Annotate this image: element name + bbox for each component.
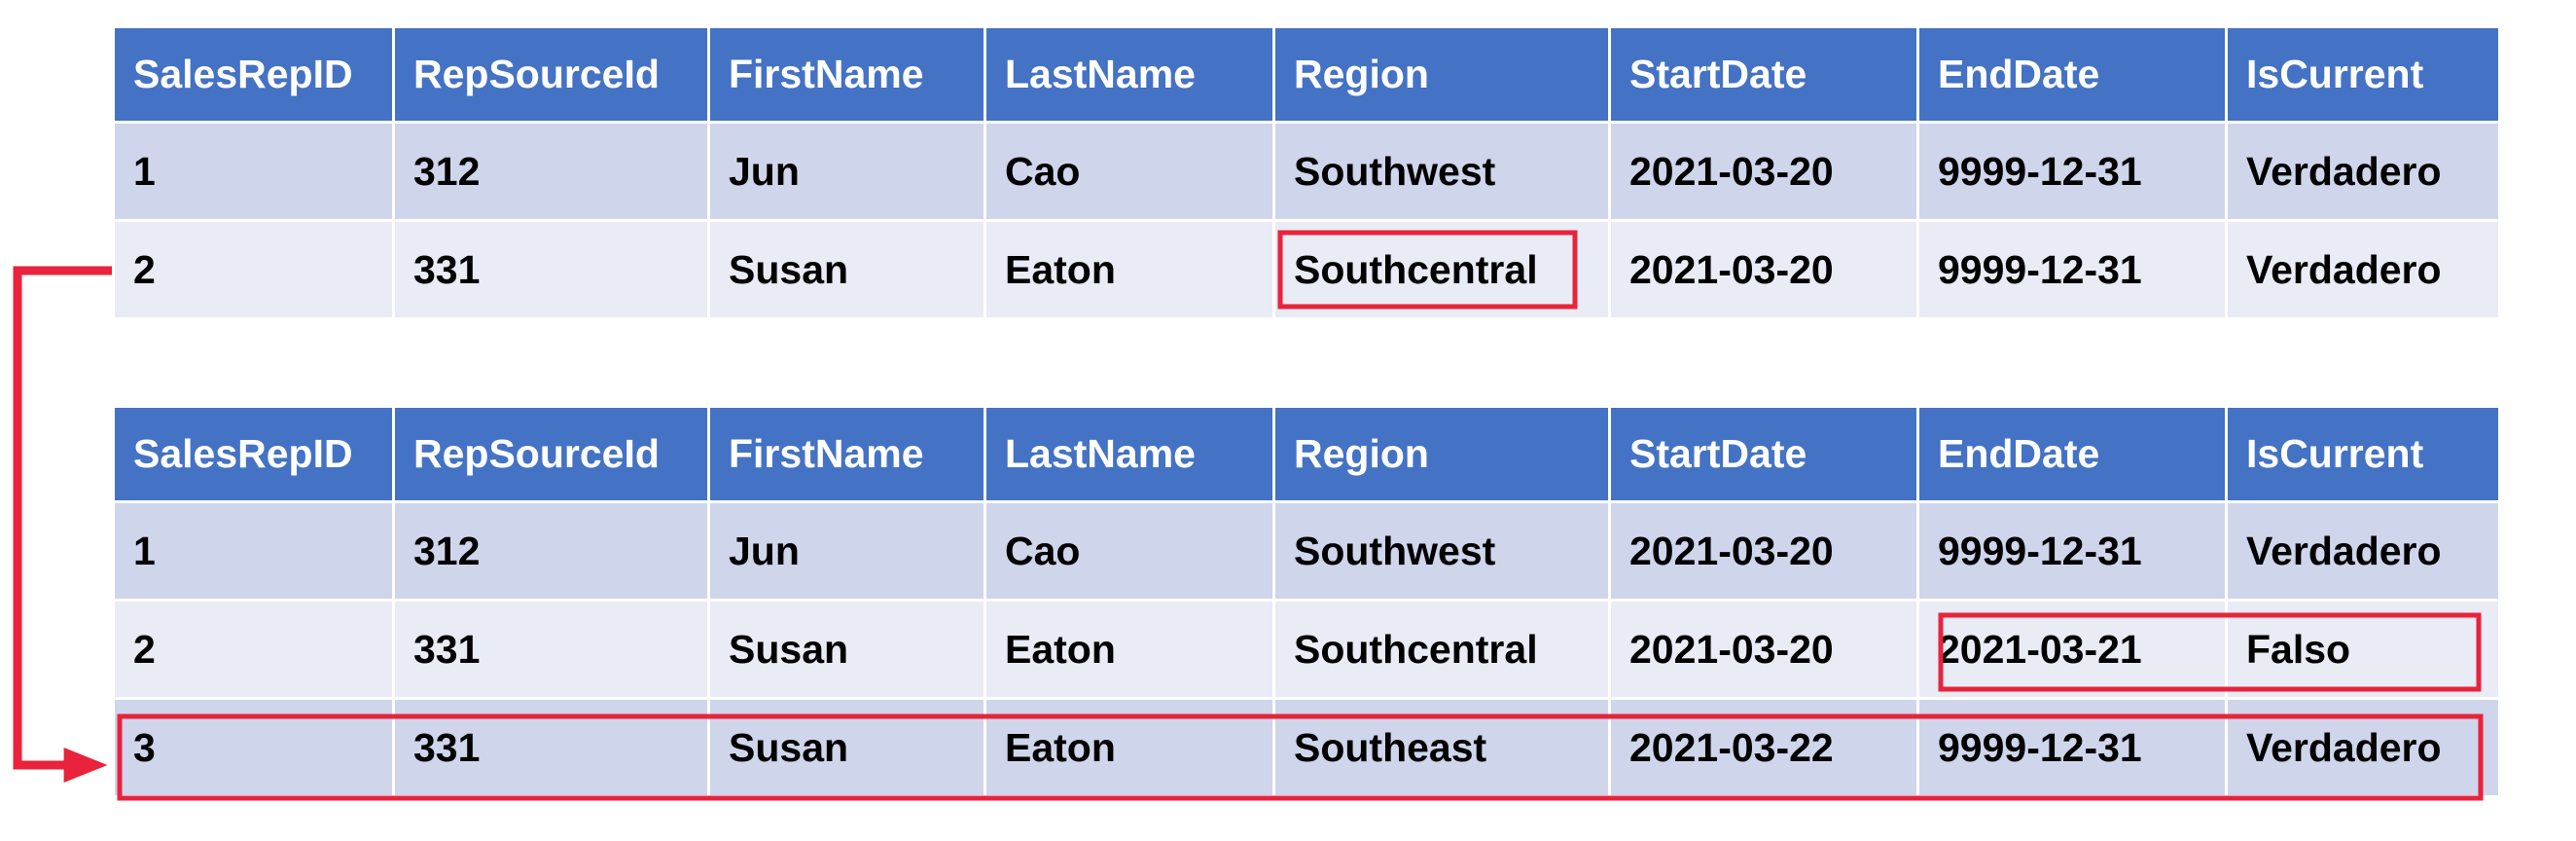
cell-firstname: Jun — [710, 503, 984, 599]
after-table: SalesRepID RepSourceId FirstName LastNam… — [112, 405, 2501, 798]
col-header-firstname: FirstName — [710, 28, 984, 121]
header-row: SalesRepID RepSourceId FirstName LastNam… — [115, 28, 2498, 121]
cell-firstname: Susan — [710, 222, 984, 317]
cell-iscurrent: Verdadero — [2228, 124, 2498, 219]
before-table: SalesRepID RepSourceId FirstName LastNam… — [112, 25, 2501, 320]
col-header-startdate: StartDate — [1611, 28, 1916, 121]
cell-startdate: 2021-03-20 — [1611, 602, 1916, 697]
table-row: 1 312 Jun Cao Southwest 2021-03-20 9999-… — [115, 503, 2498, 599]
cell-startdate: 2021-03-20 — [1611, 124, 1916, 219]
col-header-enddate: EndDate — [1919, 408, 2225, 500]
cell-salesrepid: 3 — [115, 700, 392, 795]
col-header-iscurrent: IsCurrent — [2228, 28, 2498, 121]
cell-repsourceid: 331 — [395, 222, 707, 317]
cell-startdate: 2021-03-20 — [1611, 503, 1916, 599]
cell-repsourceid: 331 — [395, 602, 707, 697]
table-row-new-version: 3 331 Susan Eaton Southeast 2021-03-22 9… — [115, 700, 2498, 795]
cell-repsourceid: 331 — [395, 700, 707, 795]
cell-lastname: Eaton — [986, 700, 1272, 795]
col-header-repsourceid: RepSourceId — [395, 408, 707, 500]
cell-iscurrent: Verdadero — [2228, 222, 2498, 317]
cell-iscurrent: Verdadero — [2228, 503, 2498, 599]
table-row: 2 331 Susan Eaton Southcentral 2021-03-2… — [115, 222, 2498, 317]
cell-enddate: 9999-12-31 — [1919, 124, 2225, 219]
col-header-repsourceid: RepSourceId — [395, 28, 707, 121]
col-header-enddate: EndDate — [1919, 28, 2225, 121]
cell-region: Southwest — [1275, 124, 1608, 219]
cell-salesrepid: 2 — [115, 602, 392, 697]
cell-firstname: Jun — [710, 124, 984, 219]
col-header-salesrepid: SalesRepID — [115, 408, 392, 500]
col-header-startdate: StartDate — [1611, 408, 1916, 500]
col-header-lastname: LastName — [986, 28, 1272, 121]
cell-repsourceid: 312 — [395, 124, 707, 219]
cell-salesrepid: 1 — [115, 503, 392, 599]
cell-region: Southwest — [1275, 503, 1608, 599]
col-header-region: Region — [1275, 28, 1608, 121]
cell-salesrepid: 1 — [115, 124, 392, 219]
table-row: 1 312 Jun Cao Southwest 2021-03-20 9999-… — [115, 124, 2498, 219]
col-header-salesrepid: SalesRepID — [115, 28, 392, 121]
cell-region: Southcentral — [1275, 602, 1608, 697]
table-row: 2 331 Susan Eaton Southcentral 2021-03-2… — [115, 602, 2498, 697]
cell-enddate: 2021-03-21 — [1919, 602, 2225, 697]
cell-salesrepid: 2 — [115, 222, 392, 317]
col-header-firstname: FirstName — [710, 408, 984, 500]
cell-enddate: 9999-12-31 — [1919, 700, 2225, 795]
cell-lastname: Cao — [986, 124, 1272, 219]
cell-enddate: 9999-12-31 — [1919, 222, 2225, 317]
cell-lastname: Cao — [986, 503, 1272, 599]
cell-startdate: 2021-03-22 — [1611, 700, 1916, 795]
cell-startdate: 2021-03-20 — [1611, 222, 1916, 317]
cell-iscurrent: Falso — [2228, 602, 2498, 697]
cell-enddate: 9999-12-31 — [1919, 503, 2225, 599]
cell-region: Southeast — [1275, 700, 1608, 795]
header-row: SalesRepID RepSourceId FirstName LastNam… — [115, 408, 2498, 500]
cell-firstname: Susan — [710, 602, 984, 697]
cell-lastname: Eaton — [986, 222, 1272, 317]
cell-firstname: Susan — [710, 700, 984, 795]
col-header-region: Region — [1275, 408, 1608, 500]
cell-region: Southcentral — [1275, 222, 1608, 317]
cell-repsourceid: 312 — [395, 503, 707, 599]
col-header-iscurrent: IsCurrent — [2228, 408, 2498, 500]
col-header-lastname: LastName — [986, 408, 1272, 500]
cell-iscurrent: Verdadero — [2228, 700, 2498, 795]
arrow-connector — [13, 266, 112, 783]
cell-lastname: Eaton — [986, 602, 1272, 697]
